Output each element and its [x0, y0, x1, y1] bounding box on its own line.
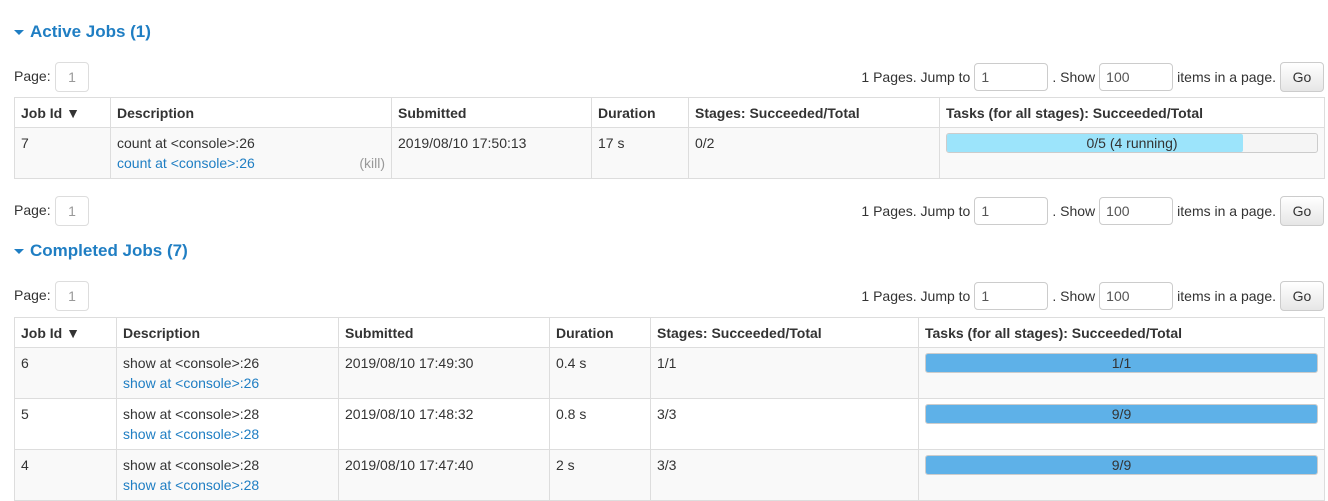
- duration: 2 s: [549, 449, 651, 501]
- header-row: Job Id ▼ Description Submitted Duration Stag…: [14, 97, 1325, 128]
- stages: 3/3: [650, 398, 919, 450]
- header-row: Job Id ▼ Description Submitted Duration Stag…: [14, 317, 1325, 348]
- go-button[interactable]: Go: [1280, 196, 1324, 226]
- page-1-link[interactable]: 1: [55, 196, 89, 226]
- tasks-cell: 9/9: [918, 398, 1325, 450]
- description-cell: show at <console>:26 show at <console>:2…: [116, 347, 339, 399]
- submitted: 2019/08/10 17:50:13: [391, 127, 592, 179]
- tasks-progress-bar: 1/1: [925, 353, 1318, 373]
- duration: 0.4 s: [549, 347, 651, 399]
- column-header[interactable]: Duration: [591, 97, 689, 128]
- active-jobs-table: Job Id ▼ Description Submitted Duration Stag…: [14, 97, 1325, 179]
- section-title: Completed Jobs (7): [30, 241, 188, 260]
- page-1-link[interactable]: 1: [55, 281, 89, 311]
- submitted: 2019/08/10 17:49:30: [338, 347, 550, 399]
- page-size-input[interactable]: [1099, 282, 1174, 310]
- stages: 1/1: [650, 347, 919, 399]
- table-row: 7 count at <console>:26 (kill) count at …: [14, 127, 1325, 179]
- column-header[interactable]: Job Id ▼: [14, 317, 117, 348]
- active-pager-bottom: Page: 1 1 Pages. Jump to . Show items in…: [14, 196, 1324, 226]
- go-button[interactable]: Go: [1280, 281, 1324, 311]
- collapse-arrow-icon: [14, 249, 24, 255]
- column-header[interactable]: Duration: [549, 317, 651, 348]
- page-label: Page:: [14, 68, 51, 84]
- page-label: Page:: [14, 287, 51, 303]
- succeeded-fill: [926, 456, 1317, 474]
- submitted: 2019/08/10 17:47:40: [338, 449, 550, 501]
- column-header[interactable]: Description: [110, 97, 392, 128]
- description-text: count at <console>:26: [117, 135, 255, 151]
- table-row: 6 show at <console>:26 show at <console>…: [14, 347, 1325, 399]
- tasks-text: 0/5 (4 running): [1086, 135, 1178, 151]
- tasks-cell: 9/9: [918, 449, 1325, 501]
- jump-to-page-input[interactable]: [974, 63, 1049, 91]
- items-text: items in a page.: [1177, 203, 1276, 219]
- section-title: Active Jobs (1): [30, 22, 151, 41]
- column-header[interactable]: Job Id ▼: [14, 97, 111, 128]
- show-text: . Show: [1052, 69, 1096, 85]
- table-row: 5 show at <console>:28 show at <console>…: [14, 398, 1325, 450]
- succeeded-fill: [926, 354, 1317, 372]
- tasks-progress-bar: 0/5 (4 running): [946, 133, 1318, 153]
- completed-jobs-toggle[interactable]: Completed Jobs (7): [14, 241, 188, 261]
- tasks-text: 9/9: [1111, 457, 1132, 473]
- completed-jobs-table: Job Id ▼ Description Submitted Duration Stag…: [14, 317, 1325, 501]
- duration: 0.8 s: [549, 398, 651, 450]
- job-id: 5: [14, 398, 117, 450]
- table-row: 4 show at <console>:28 show at <console>…: [14, 449, 1325, 501]
- description-text: show at <console>:28: [123, 457, 260, 473]
- items-text: items in a page.: [1177, 288, 1276, 304]
- column-header[interactable]: Stages: Succeeded/Total: [688, 97, 940, 128]
- succeeded-fill: [926, 405, 1317, 423]
- job-link[interactable]: count at <console>:26: [117, 155, 255, 171]
- description-cell: count at <console>:26 (kill) count at <c…: [110, 127, 392, 179]
- column-header[interactable]: Description: [116, 317, 339, 348]
- show-text: . Show: [1052, 288, 1096, 304]
- tasks-text: 1/1: [1111, 355, 1132, 371]
- running-fill: [947, 134, 1243, 152]
- active-pager-top: Page: 1 1 Pages. Jump to . Show items in…: [14, 62, 1324, 92]
- active-jobs-toggle[interactable]: Active Jobs (1): [14, 22, 151, 42]
- jump-to-page-input[interactable]: [974, 197, 1049, 225]
- column-header[interactable]: Submitted: [338, 317, 550, 348]
- items-text: items in a page.: [1177, 69, 1276, 85]
- tasks-cell: 1/1: [918, 347, 1325, 399]
- description-cell: show at <console>:28 show at <console>:2…: [116, 398, 339, 450]
- tasks-text: 9/9: [1111, 406, 1132, 422]
- tasks-progress-bar: 9/9: [925, 455, 1318, 475]
- column-header[interactable]: Submitted: [391, 97, 592, 128]
- page-label: Page:: [14, 202, 51, 218]
- pages-text: 1 Pages. Jump to: [861, 69, 971, 85]
- duration: 17 s: [591, 127, 689, 179]
- kill-link[interactable]: (kill): [359, 155, 385, 171]
- pages-text: 1 Pages. Jump to: [861, 203, 971, 219]
- jump-to-page-input[interactable]: [974, 282, 1049, 310]
- page-1-link[interactable]: 1: [55, 62, 89, 92]
- description-text: show at <console>:28: [123, 406, 260, 422]
- completed-pager-top: Page: 1 1 Pages. Jump to . Show items in…: [14, 281, 1324, 311]
- collapse-arrow-icon: [14, 30, 24, 36]
- job-id: 4: [14, 449, 117, 501]
- stages: 0/2: [688, 127, 940, 179]
- column-header[interactable]: Tasks (for all stages): Succeeded/Total: [918, 317, 1325, 348]
- job-id: 7: [14, 127, 111, 179]
- tasks-cell: 0/5 (4 running): [939, 127, 1325, 179]
- job-link[interactable]: show at <console>:26: [123, 375, 260, 391]
- page-size-input[interactable]: [1099, 197, 1174, 225]
- job-link[interactable]: show at <console>:28: [123, 477, 260, 493]
- submitted: 2019/08/10 17:48:32: [338, 398, 550, 450]
- description-cell: show at <console>:28 show at <console>:2…: [116, 449, 339, 501]
- column-header[interactable]: Tasks (for all stages): Succeeded/Total: [939, 97, 1325, 128]
- go-button[interactable]: Go: [1280, 62, 1324, 92]
- page-size-input[interactable]: [1099, 63, 1174, 91]
- pages-text: 1 Pages. Jump to: [861, 288, 971, 304]
- tasks-progress-bar: 9/9: [925, 404, 1318, 424]
- job-link[interactable]: show at <console>:28: [123, 426, 260, 442]
- column-header[interactable]: Stages: Succeeded/Total: [650, 317, 919, 348]
- description-text: show at <console>:26: [123, 355, 260, 371]
- show-text: . Show: [1052, 203, 1096, 219]
- job-id: 6: [14, 347, 117, 399]
- stages: 3/3: [650, 449, 919, 501]
